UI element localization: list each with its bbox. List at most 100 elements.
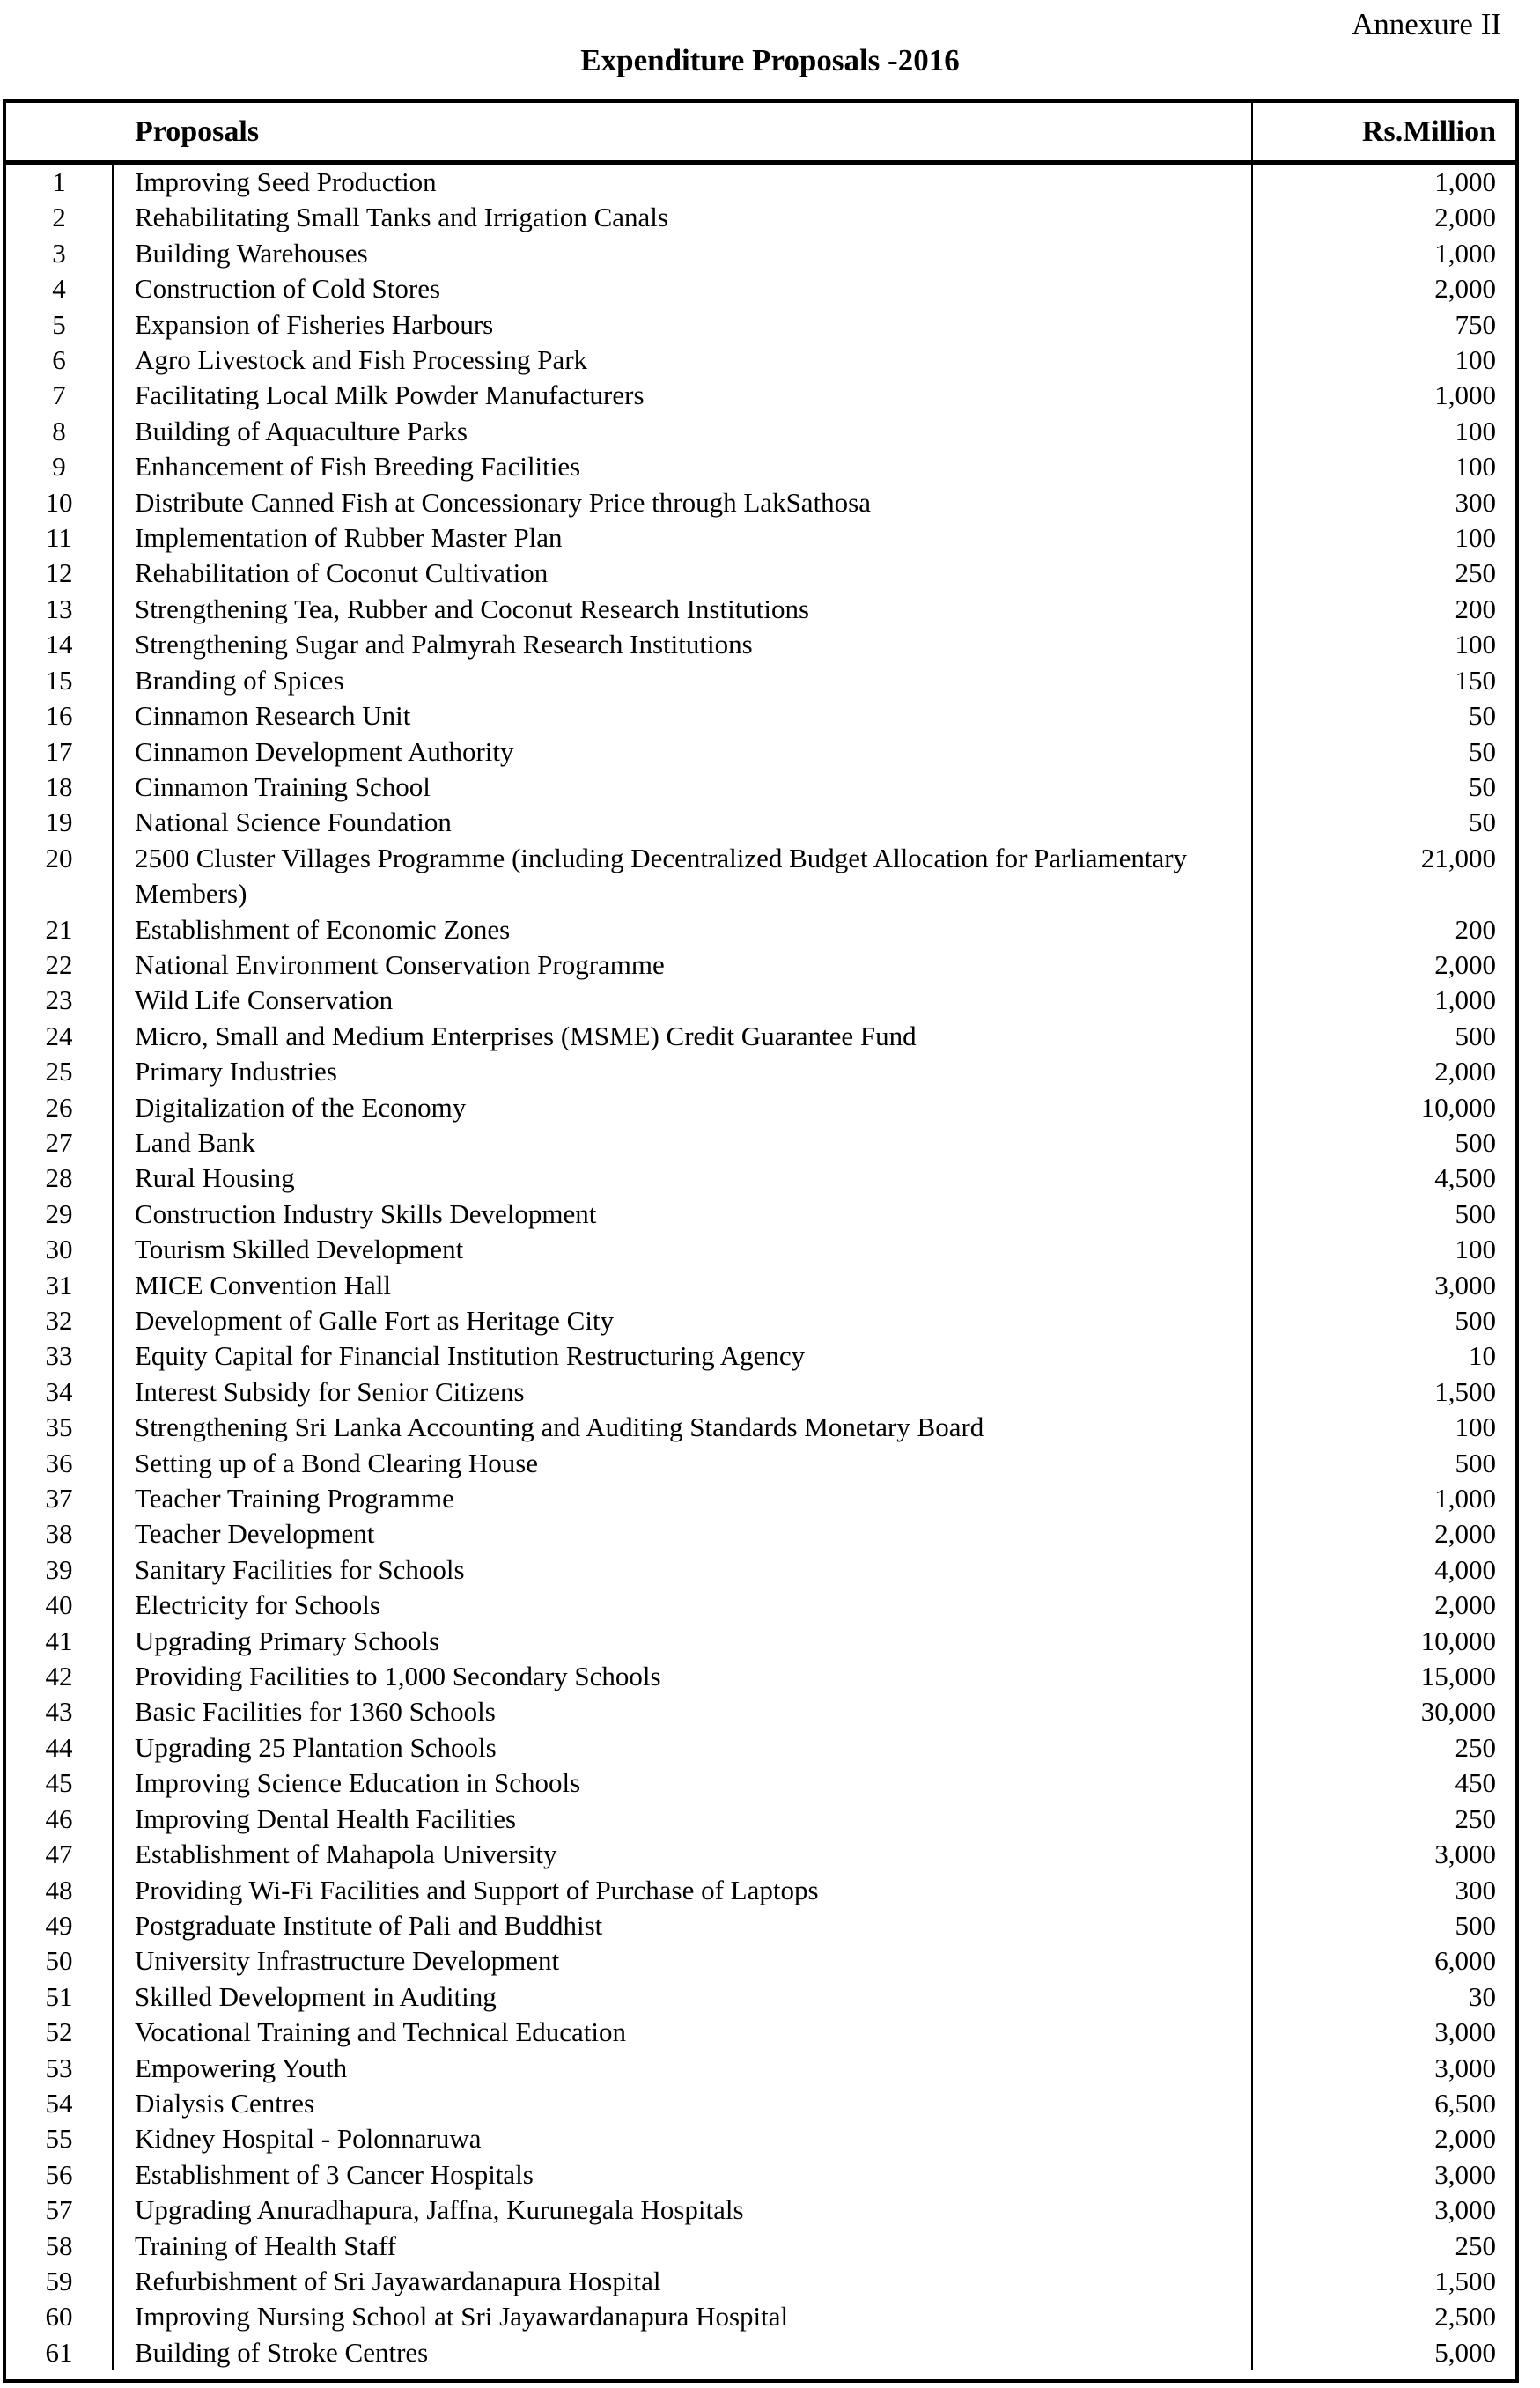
amount-value: 30,000 [1251, 1694, 1515, 1730]
proposal-name: Dialysis Centres [112, 2085, 1251, 2122]
proposal-name: Cinnamon Training School [112, 769, 1251, 806]
proposal-name: Vocational Training and Technical Educat… [112, 2015, 1251, 2051]
amount-value: 500 [1251, 1907, 1515, 1944]
row-number: 24 [45, 1020, 73, 1051]
table-row: 8 Building of Aquaculture Parks 100 [6, 413, 1515, 450]
proposal-name: National Science Foundation [112, 805, 1251, 841]
proposal-name: Development of Galle Fort as Heritage Ci… [112, 1303, 1251, 1339]
row-number: 60 [45, 2301, 73, 2333]
amount-value: 50 [1251, 805, 1515, 841]
proposal-name: Equity Capital for Financial Institution… [112, 1338, 1251, 1375]
proposal-name: Teacher Training Programme [112, 1481, 1251, 1517]
row-number: 51 [45, 1980, 73, 2012]
proposal-name: Rehabilitating Small Tanks and Irrigatio… [112, 200, 1251, 236]
amount-value: 200 [1251, 591, 1515, 628]
amount-value: 2,500 [1251, 2299, 1515, 2335]
row-number: 52 [45, 2016, 73, 2048]
row-number: 49 [45, 1909, 73, 1941]
proposal-name: Skilled Development in Auditing [112, 1979, 1251, 2016]
row-number: 58 [45, 2230, 73, 2261]
row-number: 19 [45, 807, 73, 838]
table-row: 44 Upgrading 25 Plantation Schools 250 [6, 1729, 1515, 1766]
table-row: 36 Setting up of a Bond Clearing House 5… [6, 1445, 1515, 1482]
proposal-name: Establishment of Mahapola University [112, 1837, 1251, 1873]
table-header-row: Proposals Rs.Million [6, 103, 1515, 165]
table-row: 3 Building Warehouses 1,000 [6, 235, 1515, 272]
table-row: 22 National Environment Conservation Pro… [6, 947, 1515, 984]
amount-value: 3,000 [1251, 2050, 1515, 2086]
proposal-name: Providing Wi-Fi Facilities and Support o… [112, 1872, 1251, 1908]
amount-value: 100 [1251, 1410, 1515, 1446]
amount-value: 4,000 [1251, 1551, 1515, 1588]
table-row: 2 Rehabilitating Small Tanks and Irrigat… [6, 200, 1515, 236]
proposal-name: Refurbishment of Sri Jayawardanapura Hos… [112, 2263, 1251, 2300]
row-number: 61 [45, 2336, 73, 2368]
proposal-name: Cinnamon Research Unit [112, 698, 1251, 734]
proposal-name: Establishment of 3 Cancer Hospitals [112, 2156, 1251, 2193]
row-number: 17 [45, 735, 73, 767]
table-row: 5 Expansion of Fisheries Harbours 750 [6, 306, 1515, 343]
amount-value: 500 [1251, 1445, 1515, 1482]
table-row: 6 Agro Livestock and Fish Processing Par… [6, 343, 1515, 379]
amount-value: 10,000 [1251, 1623, 1515, 1660]
amount-value: 4,500 [1251, 1161, 1515, 1197]
table-row: 46 Improving Dental Health Facilities 25… [6, 1801, 1515, 1838]
table-row: 32 Development of Galle Fort as Heritage… [6, 1303, 1515, 1339]
table-row: 54 Dialysis Centres 6,500 [6, 2085, 1515, 2122]
proposal-name: Strengthening Tea, Rubber and Coconut Re… [112, 591, 1251, 628]
table-row: 23 Wild Life Conservation 1,000 [6, 983, 1515, 1019]
proposal-name: Improving Science Education in Schools [112, 1765, 1251, 1802]
amount-value: 100 [1251, 449, 1515, 485]
table-row: 19 National Science Foundation 50 [6, 805, 1515, 841]
table-row: 29 Construction Industry Skills Developm… [6, 1196, 1515, 1233]
amount-value: 6,500 [1251, 2085, 1515, 2122]
proposal-name: 2500 Cluster Villages Programme (includi… [112, 840, 1251, 912]
row-number: 57 [45, 2194, 73, 2226]
row-number: 30 [45, 1234, 73, 1265]
amount-value: 2,000 [1251, 1516, 1515, 1552]
amount-value: 250 [1251, 556, 1515, 592]
table-row: 60 Improving Nursing School at Sri Jayaw… [6, 2299, 1515, 2335]
row-number: 28 [45, 1162, 73, 1194]
row-number: 42 [45, 1661, 73, 1692]
amount-value: 200 [1251, 911, 1515, 947]
proposal-name: Upgrading Anuradhapura, Jaffna, Kurunega… [112, 2193, 1251, 2229]
amount-value: 15,000 [1251, 1659, 1515, 1695]
table-row: 49 Postgraduate Institute of Pali and Bu… [6, 1907, 1515, 1944]
table-row: 35 Strengthening Sri Lanka Accounting an… [6, 1410, 1515, 1446]
row-number: 29 [45, 1198, 73, 1229]
proposal-name: Providing Facilities to 1,000 Secondary … [112, 1659, 1251, 1695]
row-number: 21 [45, 913, 73, 945]
table-row: 21 Establishment of Economic Zones 200 [6, 911, 1515, 947]
amount-value: 3,000 [1251, 1267, 1515, 1303]
proposal-name: Upgrading 25 Plantation Schools [112, 1729, 1251, 1766]
amount-value: 1,000 [1251, 235, 1515, 272]
amount-value: 10 [1251, 1338, 1515, 1375]
proposal-name: Distribute Canned Fish at Concessionary … [112, 484, 1251, 521]
proposal-name: Sanitary Facilities for Schools [112, 1551, 1251, 1588]
row-number: 7 [52, 380, 66, 411]
proposal-name: Teacher Development [112, 1516, 1251, 1552]
proposal-name: Facilitating Local Milk Powder Manufactu… [112, 378, 1251, 414]
row-number: 31 [45, 1269, 73, 1301]
row-number: 41 [45, 1625, 73, 1656]
table-body: 1 Improving Seed Production 1,000 2 Reha… [6, 165, 1515, 2371]
proposal-name: Implementation of Rubber Master Plan [112, 520, 1251, 556]
proposal-name: Improving Dental Health Facilities [112, 1801, 1251, 1838]
table-row: 9 Enhancement of Fish Breeding Facilitie… [6, 449, 1515, 485]
table-row: 12 Rehabilitation of Coconut Cultivation… [6, 556, 1515, 592]
proposal-name: Cinnamon Development Authority [112, 733, 1251, 770]
table-row: 28 Rural Housing 4,500 [6, 1161, 1515, 1197]
row-number: 8 [52, 415, 66, 446]
amount-value: 5,000 [1251, 2334, 1515, 2371]
proposal-name: Agro Livestock and Fish Processing Park [112, 343, 1251, 379]
amount-value: 100 [1251, 627, 1515, 663]
row-number: 4 [52, 273, 66, 305]
table-row: 56 Establishment of 3 Cancer Hospitals 3… [6, 2156, 1515, 2193]
table-row: 27 Land Bank 500 [6, 1124, 1515, 1161]
row-number: 47 [45, 1839, 73, 1870]
proposal-name: Strengthening Sugar and Palmyrah Researc… [112, 627, 1251, 663]
table-row: 24 Micro, Small and Medium Enterprises (… [6, 1018, 1515, 1055]
row-number: 25 [45, 1056, 73, 1087]
row-number: 13 [45, 593, 73, 624]
